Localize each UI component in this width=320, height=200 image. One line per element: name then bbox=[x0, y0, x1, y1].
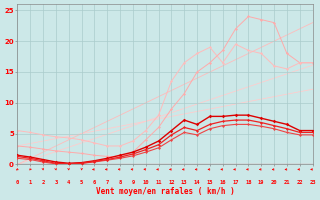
X-axis label: Vent moyen/en rafales ( km/h ): Vent moyen/en rafales ( km/h ) bbox=[96, 187, 234, 196]
